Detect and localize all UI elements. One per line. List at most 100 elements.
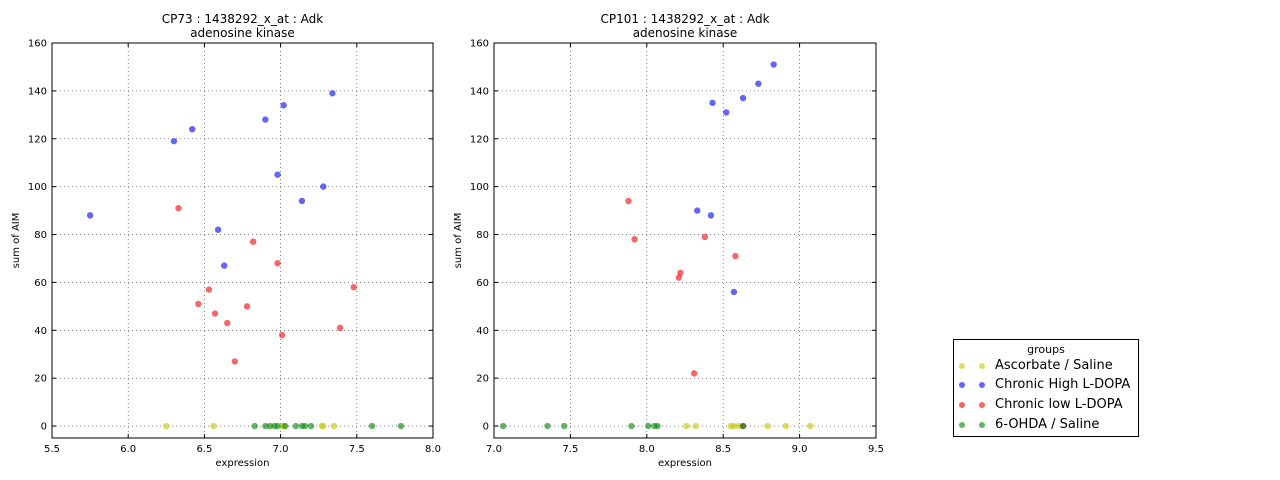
- data-point-chronic-low-l-dopa: [224, 319, 231, 327]
- data-point-ascorbate-saline: [683, 422, 690, 430]
- y-tick-label: 120: [470, 134, 489, 145]
- data-point-chronic-high-l-dopa: [730, 288, 738, 296]
- data-point-chronic-low-l-dopa: [211, 310, 219, 317]
- chart-title: CP101 : 1438292_x_at : Adk: [600, 12, 769, 26]
- legend-marker: [979, 382, 985, 388]
- data-point-6-ohda-saline: [499, 422, 507, 430]
- data-point-chronic-high-l-dopa: [320, 183, 327, 190]
- legend-marker: [979, 402, 985, 408]
- data-point-chronic-high-l-dopa: [221, 262, 228, 269]
- data-point-6-ohda-saline: [628, 422, 635, 430]
- data-point-6-ohda-saline: [266, 422, 274, 430]
- data-point-6-ohda-saline: [654, 422, 661, 430]
- legend-entry-6-ohda-saline: 6-OHDA / Saline: [954, 417, 1138, 437]
- data-point-6-ohda-saline: [281, 422, 289, 430]
- data-point-ascorbate-saline: [735, 422, 742, 430]
- legend-marker: [979, 363, 985, 369]
- x-tick-label: 8.0: [425, 444, 441, 455]
- y-tick-label: 140: [470, 86, 489, 97]
- data-point-chronic-high-l-dopa: [298, 197, 306, 205]
- data-point-6-ohda-saline: [368, 422, 376, 430]
- data-point-chronic-low-l-dopa: [336, 324, 344, 332]
- y-tick-label: 0: [483, 422, 489, 433]
- data-point-chronic-low-l-dopa: [701, 233, 709, 241]
- x-tick-label: 7.5: [349, 444, 365, 455]
- data-point-chronic-low-l-dopa: [205, 286, 213, 293]
- y-tick-label: 60: [476, 278, 489, 289]
- data-point-chronic-high-l-dopa: [329, 90, 336, 97]
- x-tick-label: 8.0: [639, 444, 655, 455]
- data-point-chronic-low-l-dopa: [243, 303, 251, 310]
- x-axis-label: expression: [658, 458, 712, 469]
- data-point-chronic-low-l-dopa: [175, 204, 182, 212]
- data-point-6-ohda-saline: [645, 422, 652, 430]
- data-point-6-ohda-saline: [251, 422, 258, 430]
- x-tick-label: 7.0: [273, 444, 289, 455]
- data-point-chronic-high-l-dopa: [274, 171, 281, 178]
- legend-marker: [959, 363, 965, 369]
- data-point-chronic-high-l-dopa: [280, 102, 287, 109]
- data-point-6-ohda-saline: [262, 422, 269, 430]
- chart-subtitle: adenosine kinase: [633, 26, 738, 40]
- y-tick-label: 140: [28, 86, 47, 97]
- legend-title: groups: [1027, 343, 1065, 356]
- data-point-ascorbate-saline: [210, 422, 217, 430]
- legend-marker: [959, 402, 965, 408]
- data-point-ascorbate-saline: [163, 422, 170, 430]
- data-point-ascorbate-saline: [692, 422, 699, 430]
- legend-label: 6-OHDA / Saline: [995, 417, 1100, 432]
- data-point-6-ohda-saline: [307, 422, 315, 430]
- x-tick-label: 9.5: [868, 444, 884, 455]
- data-point-chronic-low-l-dopa: [274, 260, 281, 267]
- data-point-6-ohda-saline: [561, 422, 568, 430]
- legend-marker: [959, 382, 965, 388]
- axes-frame: [493, 42, 877, 439]
- data-point-chronic-high-l-dopa: [723, 109, 730, 116]
- x-axis-label: expression: [216, 458, 270, 469]
- y-axis-label: sum of AIM: [453, 213, 464, 269]
- y-tick-label: 20: [34, 374, 47, 385]
- data-point-6-ohda-saline: [301, 422, 309, 430]
- data-point-chronic-high-l-dopa: [86, 212, 94, 219]
- data-point-chronic-high-l-dopa: [262, 116, 269, 123]
- y-tick-label: 40: [476, 326, 489, 337]
- plot-area: [52, 43, 433, 438]
- x-tick-label: 9.0: [792, 444, 808, 455]
- y-tick-label: 100: [470, 182, 489, 193]
- y-tick-label: 80: [34, 230, 47, 241]
- y-tick-label: 60: [34, 278, 47, 289]
- data-point-chronic-high-l-dopa: [755, 80, 762, 87]
- chart-title: CP73 : 1438292_x_at : Adk: [162, 12, 323, 26]
- legend: groups Ascorbate / Saline Chronic High L…: [953, 339, 1139, 437]
- data-point-chronic-low-l-dopa: [249, 238, 257, 245]
- data-point-chronic-high-l-dopa: [709, 99, 716, 107]
- x-tick-label: 6.0: [120, 444, 136, 455]
- data-point-ascorbate-saline: [807, 422, 814, 430]
- data-point-chronic-low-l-dopa: [677, 269, 684, 277]
- data-point-chronic-high-l-dopa: [770, 61, 777, 68]
- legend-entry-chronic-high-l-dopa: Chronic High L-DOPA: [954, 377, 1138, 397]
- data-point-chronic-low-l-dopa: [732, 252, 739, 260]
- data-point-6-ohda-saline: [274, 422, 281, 430]
- data-point-chronic-high-l-dopa: [170, 137, 178, 145]
- y-tick-label: 100: [28, 182, 47, 193]
- data-point-ascorbate-saline: [730, 422, 738, 430]
- axes-frame: [51, 42, 434, 439]
- data-point-ascorbate-saline: [764, 422, 771, 430]
- y-tick-label: 40: [34, 326, 47, 337]
- chart-panel-cp101: 7.0 7.5 8.0 8.5 9.0 9.5 0 20 40 60 80 100 120 140 160 C…: [453, 12, 884, 469]
- chart-panel-cp73: 5.5 6.0 6.5 7.0 7.5 8.0 0 20 40 60 80 100 120 140 160 C…: [11, 12, 441, 469]
- y-tick-label: 80: [476, 230, 489, 241]
- x-tick-label: 5.5: [44, 444, 60, 455]
- chart-subtitle: adenosine kinase: [190, 26, 295, 40]
- data-point-ascorbate-saline: [330, 422, 338, 430]
- legend-entry-chronic-low-l-dopa: Chronic low L-DOPA: [954, 397, 1138, 417]
- data-point-6-ohda-saline: [544, 422, 551, 430]
- data-point-chronic-high-l-dopa: [739, 94, 747, 102]
- data-point-chronic-low-l-dopa: [350, 283, 357, 291]
- data-point-6-ohda-saline: [397, 422, 405, 430]
- data-point-chronic-high-l-dopa: [189, 125, 196, 133]
- legend-label: Chronic High L-DOPA: [995, 377, 1131, 392]
- legend-marker: [959, 422, 965, 428]
